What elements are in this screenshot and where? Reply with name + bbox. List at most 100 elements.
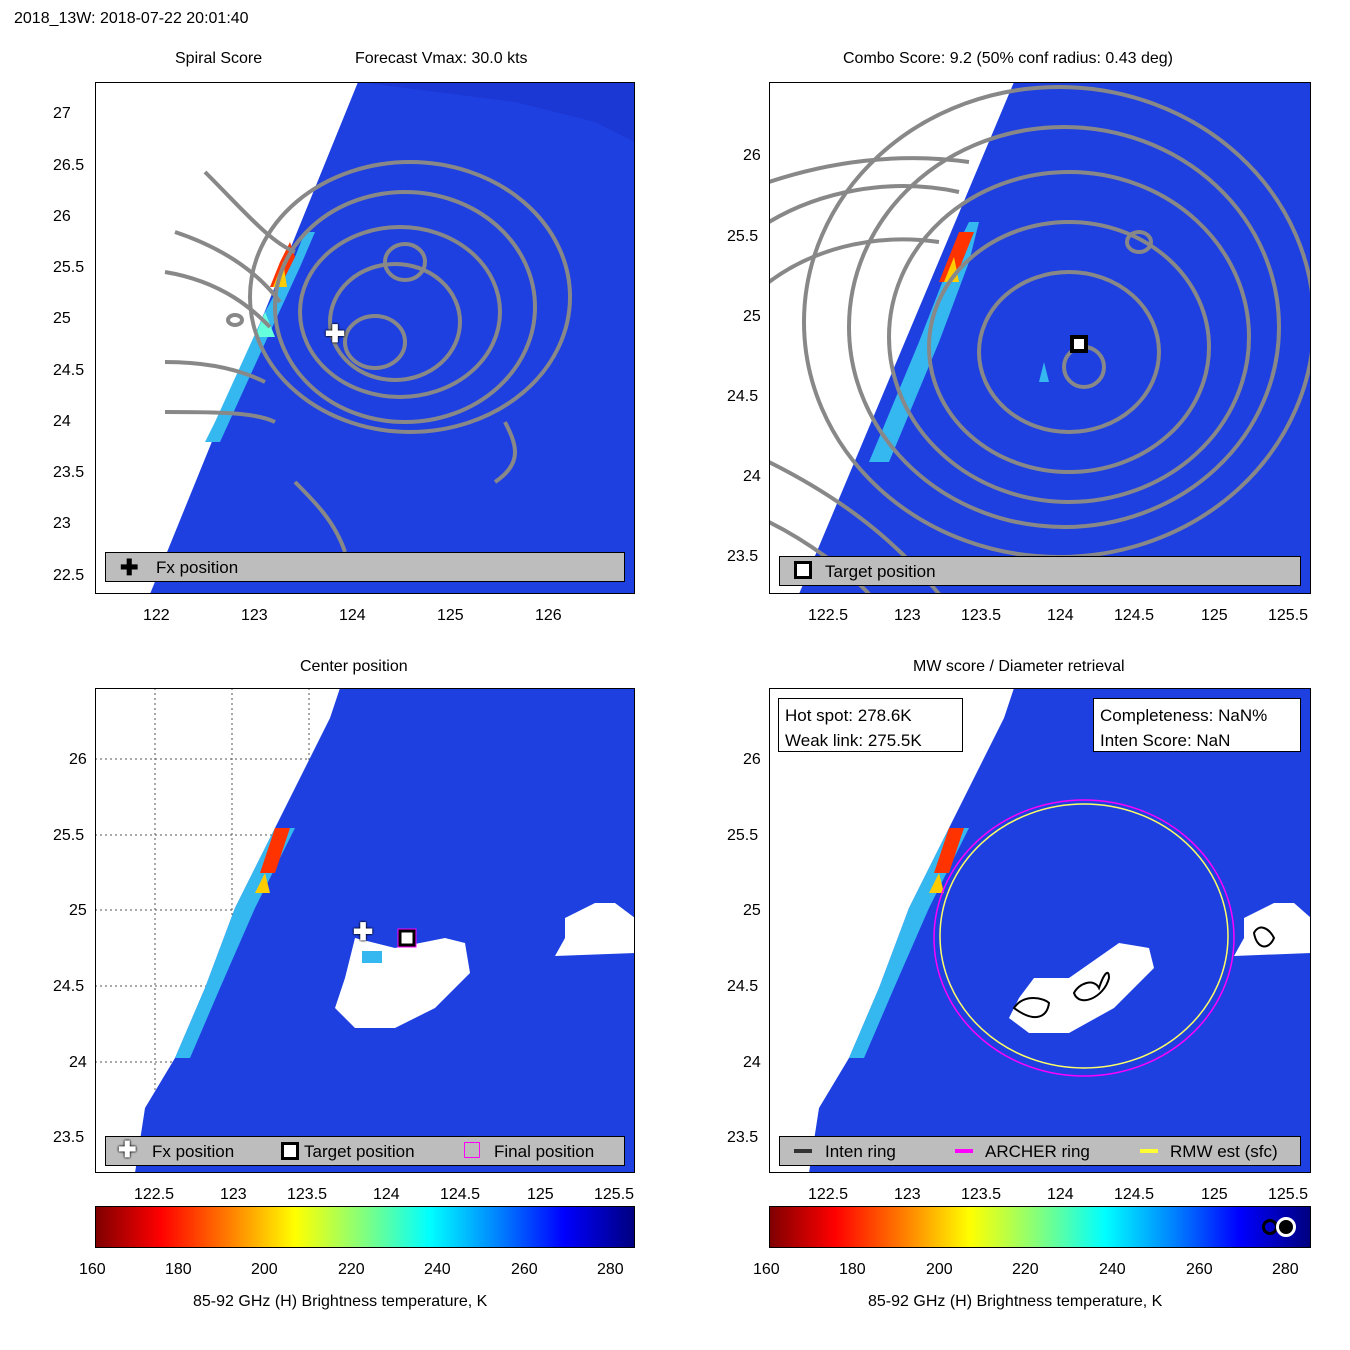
center-ytick: 25 <box>69 902 87 919</box>
mw-xtick: 124 <box>1047 1186 1074 1203</box>
spiral-ytick: 27 <box>53 105 71 122</box>
cbar-left-tick: 180 <box>165 1261 192 1278</box>
center-xtick: 124.5 <box>440 1186 481 1203</box>
mw-title: MW score / Diameter retrieval <box>913 658 1125 675</box>
mw-xtick: 125.5 <box>1268 1186 1309 1203</box>
inten-ring-line-icon <box>794 1149 812 1153</box>
colorbar-right-label: 85-92 GHz (H) Brightness temperature, K <box>868 1293 1163 1310</box>
cbar-left-tick: 220 <box>338 1261 365 1278</box>
target-square-icon <box>794 561 812 579</box>
spiral-ytick: 23 <box>53 515 71 532</box>
colorbar-right <box>769 1206 1311 1248</box>
center-plot: ✚ ✚ Fx position Target position Final po… <box>95 688 635 1173</box>
spiral-plot: ✚ Fx position ✚ <box>95 82 635 594</box>
spiral-heatmap <box>150 82 635 594</box>
cbar-left-tick: 240 <box>424 1261 451 1278</box>
combo-legend: Target position <box>779 556 1301 586</box>
cbar-right-tick: 240 <box>1099 1261 1126 1278</box>
spiral-xtick: 126 <box>535 607 562 624</box>
mw-legend-inten: Inten ring <box>825 1142 896 1161</box>
center-xtick: 122.5 <box>134 1186 175 1203</box>
center-legend-target: Target position <box>304 1142 415 1161</box>
center-title: Center position <box>300 658 408 675</box>
center-xtick: 125 <box>527 1186 554 1203</box>
cbar-left-tick: 260 <box>511 1261 538 1278</box>
inten-score-text: Inten Score: NaN <box>1100 731 1231 750</box>
mw-info-left: Hot spot: 278.6K Weak link: 275.5K <box>778 698 963 752</box>
spiral-ytick: 25 <box>53 310 71 327</box>
spiral-legend-fx: Fx position <box>156 558 239 577</box>
cbar-right-tick: 200 <box>926 1261 953 1278</box>
mw-xtick: 124.5 <box>1114 1186 1155 1203</box>
center-legend-fx: Fx position <box>152 1142 235 1161</box>
cbar-right-tick: 180 <box>839 1261 866 1278</box>
spiral-ytick: 23.5 <box>53 464 85 481</box>
spiral-xtick: 124 <box>339 607 366 624</box>
spiral-ytick: 26 <box>53 208 71 225</box>
spiral-ytick: 24 <box>53 413 71 430</box>
mw-xtick: 125 <box>1201 1186 1228 1203</box>
combo-xtick: 124.5 <box>1114 607 1155 624</box>
mw-ytick: 25 <box>743 902 761 919</box>
spiral-ytick: 25.5 <box>53 259 85 276</box>
colorbar-left <box>95 1206 635 1248</box>
mw-legend-rmw: RMW est (sfc) <box>1170 1142 1278 1161</box>
mw-xtick: 123 <box>894 1186 921 1203</box>
combo-xtick: 123.5 <box>961 607 1002 624</box>
spiral-xtick: 122 <box>143 607 170 624</box>
mw-ytick: 25.5 <box>727 827 759 844</box>
spiral-ytick: 22.5 <box>53 567 85 584</box>
center-xtick: 124 <box>373 1186 400 1203</box>
combo-xtick: 123 <box>894 607 921 624</box>
cbar-left-tick: 280 <box>597 1261 624 1278</box>
mw-info-right: Completeness: NaN% Inten Score: NaN <box>1093 698 1301 752</box>
center-ytick: 24.5 <box>53 978 85 995</box>
archer-ring-line-icon <box>955 1149 973 1153</box>
ring-icon <box>1276 1217 1296 1237</box>
spiral-ytick: 26.5 <box>53 157 85 174</box>
cbar-left-tick: 160 <box>79 1261 106 1278</box>
completeness-text: Completeness: NaN% <box>1100 706 1268 725</box>
final-square-icon <box>464 1142 480 1158</box>
combo-ytick: 24 <box>743 468 761 485</box>
mw-heatmap <box>809 688 1311 1173</box>
fx-position-marker: ✚ <box>353 919 374 946</box>
center-ytick: 23.5 <box>53 1129 85 1146</box>
fx-position-marker: ✚ <box>325 321 346 348</box>
combo-ytick: 23.5 <box>727 548 759 565</box>
mw-legend: Inten ring ARCHER ring RMW est (sfc) <box>779 1136 1301 1166</box>
combo-xtick: 124 <box>1047 607 1074 624</box>
mw-ytick: 24 <box>743 1054 761 1071</box>
fx-plus-icon: ✚ <box>118 1137 137 1162</box>
combo-ytick: 26 <box>743 147 761 164</box>
rmw-line-icon <box>1140 1149 1158 1153</box>
cbar-right-tick: 160 <box>753 1261 780 1278</box>
center-ytick: 26 <box>69 751 87 768</box>
spiral-title: Spiral Score <box>175 50 263 67</box>
combo-title: Combo Score: 9.2 (50% conf radius: 0.43 … <box>843 50 1173 67</box>
mw-xtick: 122.5 <box>808 1186 849 1203</box>
spiral-subtitle: Forecast Vmax: 30.0 kts <box>355 50 528 67</box>
center-heatmap <box>95 688 635 1173</box>
center-ytick: 24 <box>69 1054 87 1071</box>
center-xtick: 125.5 <box>594 1186 635 1203</box>
combo-plot: Target position <box>767 82 1316 596</box>
spiral-ytick: 24.5 <box>53 362 85 379</box>
cbar-left-tick: 200 <box>251 1261 278 1278</box>
cbar-right-tick: 260 <box>1186 1261 1213 1278</box>
mw-xtick: 123.5 <box>961 1186 1002 1203</box>
center-xtick: 123 <box>220 1186 247 1203</box>
combo-xtick: 122.5 <box>808 607 849 624</box>
center-legend: ✚ Fx position Target position Final posi… <box>105 1136 625 1166</box>
colorbar-left-label: 85-92 GHz (H) Brightness temperature, K <box>193 1293 488 1310</box>
combo-xtick: 125 <box>1201 607 1228 624</box>
combo-heatmap <box>767 82 1316 596</box>
archer-ring <box>933 799 1235 1077</box>
cbar-right-tick: 280 <box>1272 1261 1299 1278</box>
center-legend-final: Final position <box>494 1142 595 1161</box>
center-xtick: 123.5 <box>287 1186 328 1203</box>
hot-spot-text: Hot spot: 278.6K <box>785 706 912 725</box>
mw-legend-archer: ARCHER ring <box>985 1142 1090 1161</box>
combo-ytick: 24.5 <box>727 388 759 405</box>
spiral-xtick: 123 <box>241 607 268 624</box>
